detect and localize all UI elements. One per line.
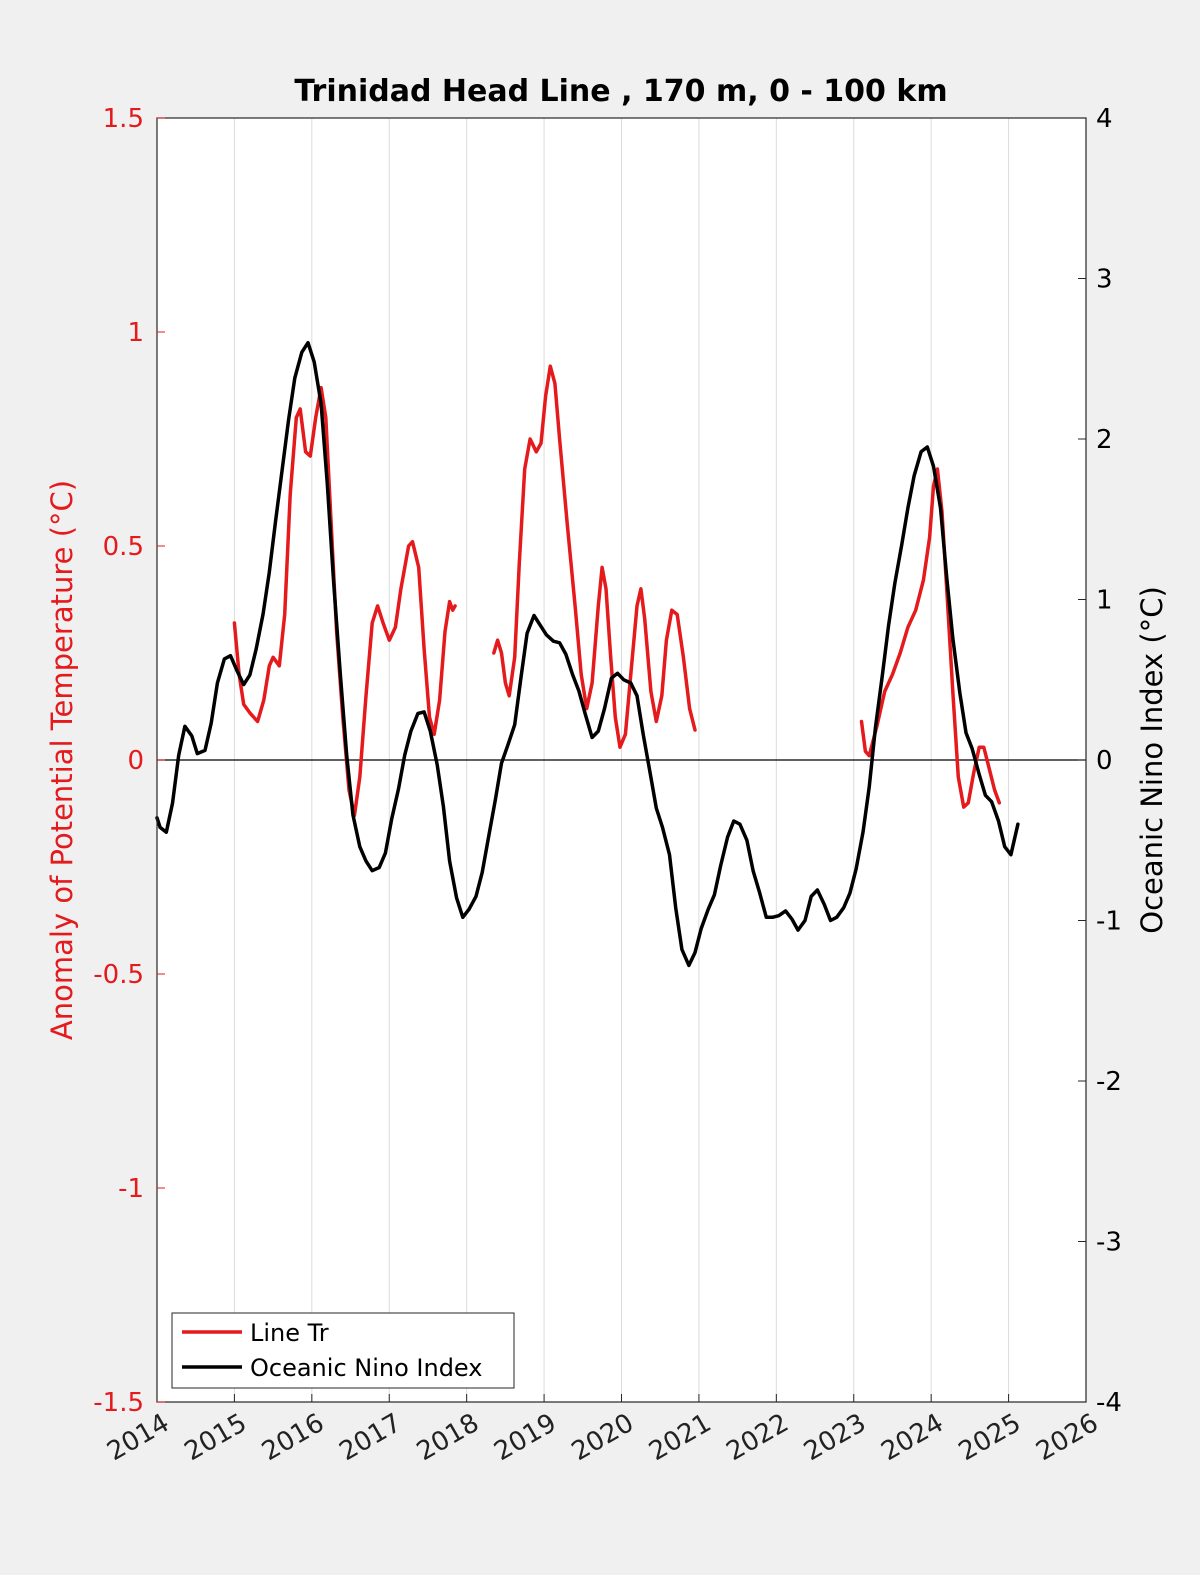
y-left-tick-label: 0.5	[103, 532, 144, 562]
y-left-tick-label: 1	[127, 318, 144, 348]
y-left-tick-label: 0	[127, 746, 144, 776]
y-axis-label-left: Anomaly of Potential Temperature (°C)	[45, 480, 79, 1040]
legend: Line Tr Oceanic Nino Index	[171, 1312, 515, 1389]
y-axis-label-right: Oceanic Nino Index (°C)	[1135, 586, 1169, 934]
y-left-tick-label: -1.5	[93, 1388, 144, 1418]
series-line-line-tr-2	[859, 467, 1002, 809]
legend-label-oni: Oceanic Nino Index	[250, 1354, 482, 1382]
series-line-oni-0	[155, 340, 1020, 968]
ticks: 2014 2015 2016 2017 2018 2019 2020 2021 2022 2023…	[93, 104, 1122, 1467]
series-line-line-tr-1	[492, 364, 697, 749]
y-right-tick-label: -3	[1096, 1228, 1122, 1258]
y-left-tick-label: -1	[118, 1174, 144, 1204]
y-right-tick-label: -4	[1096, 1388, 1122, 1418]
y-right-tick-label: 3	[1096, 265, 1113, 295]
y-right-tick-label: -1	[1096, 907, 1122, 937]
chart-title: Trinidad Head Line , 170 m, 0 - 100 km	[294, 74, 947, 109]
y-right-tick-label: 0	[1096, 746, 1113, 776]
y-right-tick-label: 4	[1096, 104, 1113, 134]
y-right-tick-label: 2	[1096, 425, 1113, 455]
series	[155, 340, 1020, 968]
legend-box	[171, 1312, 515, 1389]
y-left-tick-label: -0.5	[93, 960, 144, 990]
y-left-tick-label: 1.5	[103, 104, 144, 134]
y-right-tick-label: 1	[1096, 586, 1113, 616]
y-right-tick-label: -2	[1096, 1067, 1122, 1097]
legend-label-line-tr: Line Tr	[250, 1319, 329, 1347]
